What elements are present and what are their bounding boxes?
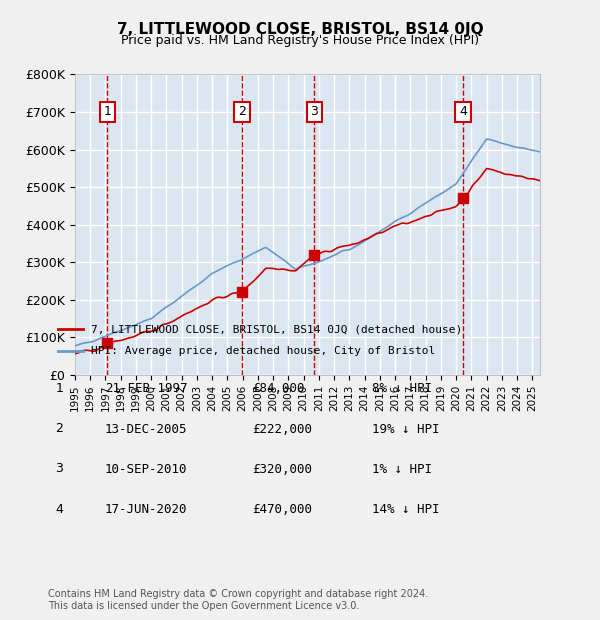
Text: 14% ↓ HPI: 14% ↓ HPI: [372, 503, 439, 516]
Text: 3: 3: [310, 105, 318, 118]
Text: Contains HM Land Registry data © Crown copyright and database right 2024.
This d: Contains HM Land Registry data © Crown c…: [48, 589, 428, 611]
Text: 4: 4: [459, 105, 467, 118]
Text: £84,000: £84,000: [252, 383, 305, 395]
Text: 2: 2: [238, 105, 246, 118]
Text: 1: 1: [55, 382, 64, 394]
Text: 3: 3: [55, 463, 64, 475]
Text: 17-JUN-2020: 17-JUN-2020: [105, 503, 187, 516]
Text: £320,000: £320,000: [252, 463, 312, 476]
Text: £222,000: £222,000: [252, 423, 312, 435]
Text: 7, LITTLEWOOD CLOSE, BRISTOL, BS14 0JQ (detached house): 7, LITTLEWOOD CLOSE, BRISTOL, BS14 0JQ (…: [91, 324, 462, 334]
Text: 1% ↓ HPI: 1% ↓ HPI: [372, 463, 432, 476]
Text: 21-FEB-1997: 21-FEB-1997: [105, 383, 187, 395]
Text: 7, LITTLEWOOD CLOSE, BRISTOL, BS14 0JQ: 7, LITTLEWOOD CLOSE, BRISTOL, BS14 0JQ: [116, 22, 484, 37]
Text: £470,000: £470,000: [252, 503, 312, 516]
Text: 19% ↓ HPI: 19% ↓ HPI: [372, 423, 439, 435]
Text: 1: 1: [104, 105, 112, 118]
Text: Price paid vs. HM Land Registry's House Price Index (HPI): Price paid vs. HM Land Registry's House …: [121, 34, 479, 47]
Text: 8% ↓ HPI: 8% ↓ HPI: [372, 383, 432, 395]
Text: 4: 4: [55, 503, 64, 515]
Text: 2: 2: [55, 422, 64, 435]
Text: 10-SEP-2010: 10-SEP-2010: [105, 463, 187, 476]
Text: 13-DEC-2005: 13-DEC-2005: [105, 423, 187, 435]
Text: HPI: Average price, detached house, City of Bristol: HPI: Average price, detached house, City…: [91, 346, 435, 356]
